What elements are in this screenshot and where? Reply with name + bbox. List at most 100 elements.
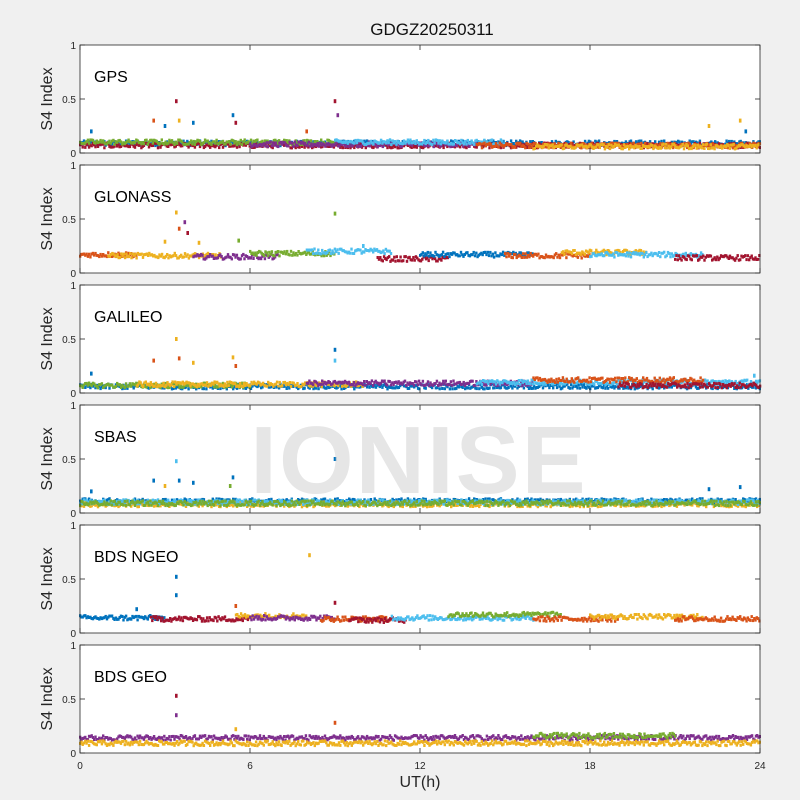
data-point bbox=[308, 142, 311, 146]
data-point bbox=[457, 381, 460, 385]
data-point bbox=[171, 380, 174, 384]
data-point bbox=[726, 380, 730, 383]
data-point bbox=[588, 143, 591, 147]
data-point bbox=[710, 146, 714, 150]
data-point bbox=[718, 145, 721, 149]
data-point bbox=[137, 141, 140, 145]
data-point bbox=[756, 381, 759, 385]
data-point bbox=[726, 141, 730, 145]
data-point bbox=[351, 383, 354, 387]
data-point bbox=[589, 146, 592, 150]
data-point bbox=[333, 143, 336, 147]
data-point bbox=[238, 145, 241, 149]
data-point bbox=[164, 497, 167, 501]
data-point bbox=[402, 384, 406, 388]
data-point bbox=[670, 252, 673, 256]
data-point bbox=[146, 254, 150, 257]
data-point bbox=[589, 255, 592, 259]
data-point bbox=[705, 254, 709, 258]
data-point bbox=[132, 386, 135, 390]
data-point bbox=[617, 385, 620, 389]
data-point bbox=[546, 383, 550, 387]
data-point bbox=[171, 254, 174, 258]
data-point bbox=[642, 380, 646, 384]
data-point bbox=[497, 140, 500, 144]
data-point bbox=[181, 144, 184, 148]
data-point bbox=[388, 380, 391, 383]
data-point bbox=[375, 248, 379, 252]
data-point bbox=[261, 385, 264, 389]
data-point bbox=[467, 497, 471, 501]
data-point bbox=[167, 141, 170, 145]
data-point bbox=[737, 386, 740, 390]
data-point bbox=[709, 143, 712, 147]
data-point bbox=[423, 386, 426, 390]
data-point bbox=[443, 255, 446, 258]
data-point bbox=[230, 381, 233, 384]
data-point bbox=[396, 381, 399, 385]
data-point bbox=[499, 252, 502, 256]
data-point bbox=[108, 497, 111, 501]
data-point bbox=[98, 255, 101, 259]
data-point bbox=[686, 144, 689, 148]
data-point bbox=[276, 253, 279, 257]
data-point bbox=[190, 254, 193, 258]
data-point bbox=[356, 384, 359, 388]
data-point bbox=[463, 384, 467, 387]
data-point bbox=[421, 251, 424, 255]
data-point bbox=[277, 384, 280, 388]
data-point bbox=[635, 385, 638, 389]
data-point bbox=[225, 140, 228, 144]
data-point bbox=[523, 382, 527, 386]
data-point bbox=[306, 251, 309, 255]
data-point bbox=[512, 145, 515, 149]
data-point bbox=[406, 138, 410, 142]
data-point bbox=[212, 257, 216, 260]
data-point bbox=[579, 143, 582, 147]
data-point bbox=[113, 140, 116, 143]
data-point bbox=[420, 252, 423, 256]
data-point bbox=[422, 254, 426, 258]
data-point bbox=[169, 143, 172, 147]
data-point bbox=[610, 385, 614, 389]
data-point bbox=[683, 383, 686, 387]
data-point bbox=[328, 385, 332, 389]
data-point bbox=[725, 254, 728, 258]
data-point bbox=[129, 252, 132, 255]
spike-point bbox=[152, 118, 155, 123]
data-point bbox=[517, 142, 521, 146]
data-point bbox=[485, 142, 489, 146]
data-point bbox=[124, 500, 128, 504]
data-point bbox=[638, 145, 641, 148]
data-point bbox=[184, 505, 188, 508]
data-point bbox=[251, 144, 254, 148]
data-point bbox=[577, 251, 580, 255]
data-point bbox=[512, 253, 516, 256]
data-point bbox=[292, 251, 295, 255]
data-point bbox=[89, 386, 92, 390]
data-point bbox=[104, 142, 107, 146]
data-point bbox=[434, 144, 438, 148]
data-point bbox=[349, 139, 352, 143]
data-point bbox=[387, 385, 390, 389]
data-point bbox=[719, 382, 722, 386]
data-point bbox=[624, 146, 627, 149]
data-point bbox=[448, 255, 451, 259]
data-point bbox=[703, 258, 706, 262]
data-point bbox=[118, 504, 121, 508]
data-point bbox=[147, 145, 151, 149]
data-point bbox=[504, 386, 508, 390]
data-point bbox=[441, 387, 444, 390]
data-point bbox=[136, 383, 140, 387]
data-point bbox=[320, 138, 323, 142]
data-point bbox=[345, 250, 348, 254]
spike-point bbox=[336, 113, 340, 118]
data-point bbox=[679, 385, 683, 389]
data-point bbox=[183, 252, 187, 256]
data-point bbox=[526, 146, 529, 149]
data-point bbox=[684, 377, 687, 381]
data-point bbox=[430, 383, 433, 387]
data-point bbox=[549, 255, 553, 259]
data-point bbox=[151, 383, 154, 387]
data-point bbox=[325, 142, 328, 146]
